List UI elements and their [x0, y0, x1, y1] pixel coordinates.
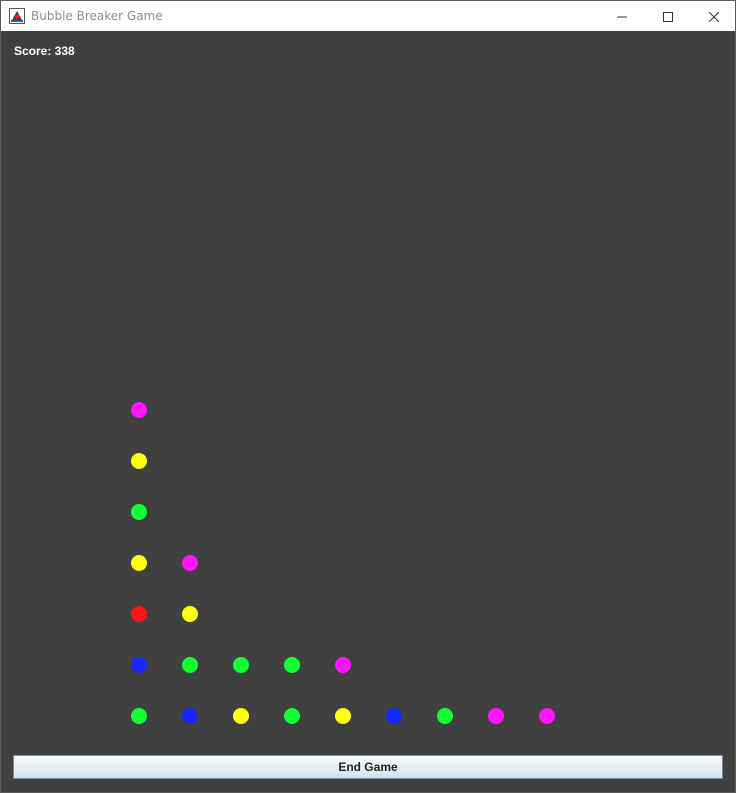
bubble-yellow[interactable]: [131, 453, 147, 469]
bubble-magenta[interactable]: [131, 402, 147, 418]
bubble-yellow[interactable]: [131, 555, 147, 571]
bubble-green[interactable]: [131, 504, 147, 520]
bubble-yellow[interactable]: [182, 606, 198, 622]
bubble-magenta[interactable]: [335, 657, 351, 673]
close-button[interactable]: [691, 1, 736, 31]
bubble-magenta[interactable]: [182, 555, 198, 571]
bubble-yellow[interactable]: [233, 708, 249, 724]
bubble-green[interactable]: [131, 708, 147, 724]
java-app-icon: [9, 8, 25, 24]
bubble-yellow[interactable]: [335, 708, 351, 724]
title-bar[interactable]: Bubble Breaker Game: [1, 1, 735, 31]
bubble-red[interactable]: [131, 606, 147, 622]
bubble-blue[interactable]: [386, 708, 402, 724]
minimize-button[interactable]: [599, 1, 645, 31]
bubble-green[interactable]: [182, 657, 198, 673]
bubble-green[interactable]: [284, 657, 300, 673]
bubble-blue[interactable]: [131, 657, 147, 673]
minimize-icon: [617, 7, 627, 26]
bubble-magenta[interactable]: [488, 708, 504, 724]
bubble-magenta[interactable]: [539, 708, 555, 724]
bubble-blue[interactable]: [182, 708, 198, 724]
close-icon: [708, 7, 720, 26]
game-board-panel: Score: 338 End Game: [1, 31, 735, 792]
bubble-green[interactable]: [284, 708, 300, 724]
window-title: Bubble Breaker Game: [31, 9, 163, 23]
score-label: Score: 338: [14, 44, 75, 58]
maximize-icon: [663, 7, 673, 26]
bubble-green[interactable]: [437, 708, 453, 724]
end-game-button[interactable]: End Game: [13, 755, 723, 779]
maximize-button[interactable]: [645, 1, 691, 31]
bubble-green[interactable]: [233, 657, 249, 673]
